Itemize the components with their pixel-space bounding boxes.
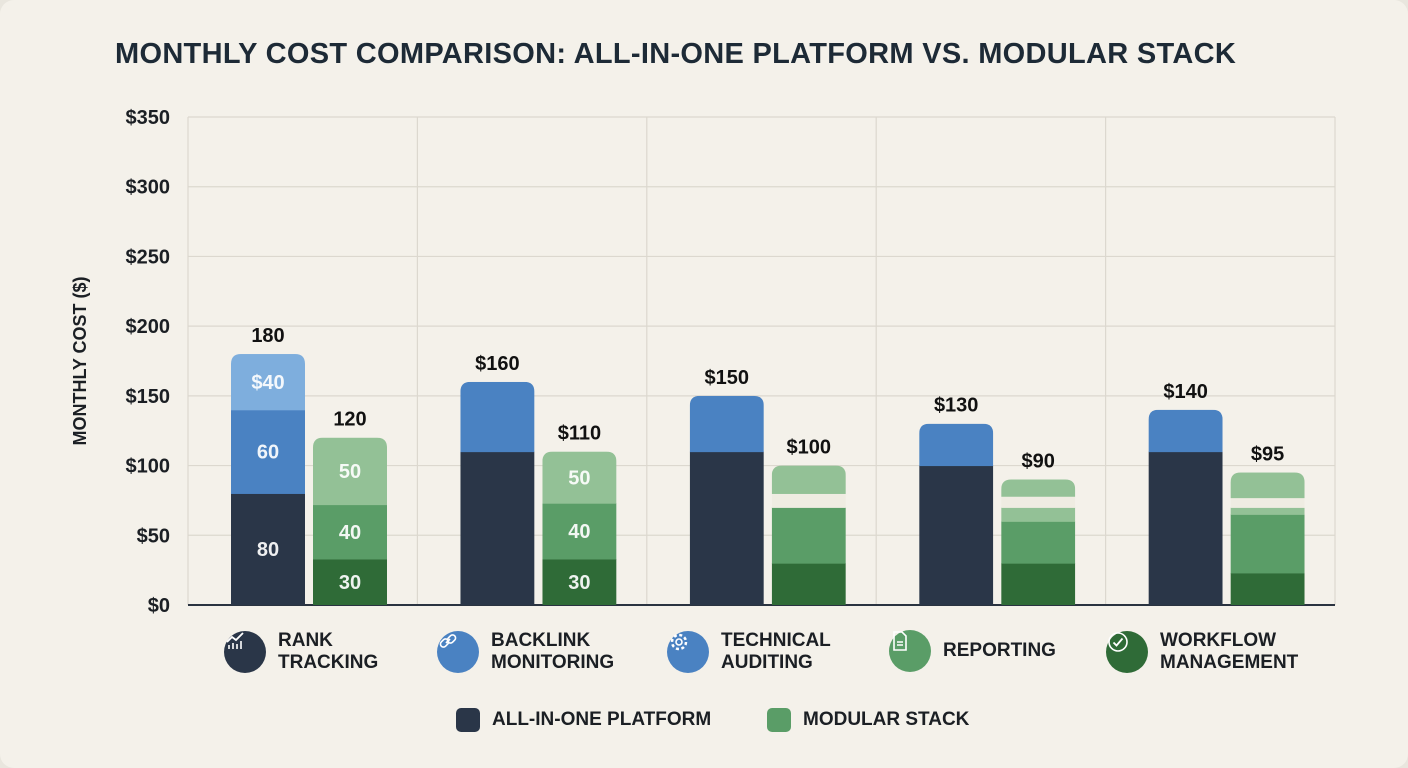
bar-segment bbox=[1001, 496, 1076, 508]
chart-title: MONTHLY COST COMPARISON: ALL-IN-ONE PLAT… bbox=[115, 38, 1237, 70]
category-label: TECHNICAL AUDITING bbox=[667, 630, 871, 674]
category-label: WORKFLOW MANAGEMENT bbox=[1106, 630, 1310, 674]
bar-total-label: $100 bbox=[787, 437, 832, 459]
y-tick-label: $0 bbox=[148, 595, 170, 617]
segment-label: 50 bbox=[568, 467, 590, 489]
bar-all-in-one bbox=[689, 395, 764, 605]
bar-segment bbox=[1230, 572, 1305, 605]
y-tick-label: $200 bbox=[126, 316, 171, 338]
bar-total-label: $130 bbox=[934, 395, 979, 417]
y-tick-label: $150 bbox=[126, 386, 171, 408]
bar-segment bbox=[313, 504, 387, 560]
bar-segment bbox=[771, 507, 846, 564]
bar-total-label: $150 bbox=[705, 367, 750, 389]
legend-label-all-in-one: ALL-IN-ONE PLATFORM bbox=[492, 709, 712, 730]
bar-segment bbox=[919, 423, 994, 467]
bar-segment bbox=[771, 465, 846, 494]
bar-segment bbox=[1148, 409, 1223, 453]
gear-icon bbox=[667, 631, 709, 673]
bar-total-label: 120 bbox=[333, 409, 366, 431]
bar-segment bbox=[919, 465, 994, 605]
bar-segment bbox=[1148, 451, 1223, 605]
bar-modular bbox=[771, 465, 846, 605]
y-tick-label: $50 bbox=[137, 525, 170, 547]
segment-label: 60 bbox=[257, 442, 279, 464]
category-label-text: WORKFLOW MANAGEMENT bbox=[1160, 630, 1299, 673]
bar-segment bbox=[542, 451, 617, 504]
legend-item-all-in-one: ALL-IN-ONE PLATFORM bbox=[456, 708, 711, 732]
bar-modular bbox=[1001, 479, 1076, 605]
bar-all-in-one bbox=[1148, 409, 1223, 605]
category-label-text: BACKLINK MONITORING bbox=[491, 630, 615, 673]
bar-total-label: $160 bbox=[475, 353, 520, 375]
bar-all-in-one bbox=[919, 423, 994, 605]
bar-segment bbox=[1001, 479, 1076, 497]
category-label: REPORTING bbox=[889, 630, 1056, 672]
bar-total-label: $90 bbox=[1022, 451, 1055, 473]
bar-segment bbox=[313, 558, 387, 605]
bar-segment bbox=[1001, 563, 1076, 605]
legend-label-modular: MODULAR STACK bbox=[803, 709, 970, 730]
bar-segment bbox=[689, 451, 764, 605]
bar-all-in-one bbox=[460, 381, 535, 605]
bar-segment bbox=[771, 493, 846, 508]
legend-item-modular: MODULAR STACK bbox=[767, 708, 969, 732]
bar-modular bbox=[542, 451, 617, 605]
bar-segment bbox=[313, 437, 387, 506]
bar-segment bbox=[771, 563, 846, 605]
segment-label: 30 bbox=[339, 572, 361, 594]
bar-segment bbox=[1001, 521, 1076, 564]
bar-segment bbox=[460, 451, 535, 605]
bar-segment bbox=[1230, 514, 1305, 574]
segment-label: 30 bbox=[568, 572, 590, 594]
bar-segment bbox=[1230, 472, 1305, 499]
link-icon bbox=[437, 631, 479, 673]
bar-segment bbox=[542, 503, 617, 560]
category-label-text: RANK TRACKING bbox=[278, 630, 379, 673]
segment-label: 80 bbox=[257, 539, 279, 561]
document-icon bbox=[889, 630, 931, 672]
bar-total-label: $95 bbox=[1251, 444, 1284, 466]
y-tick-label: $100 bbox=[126, 456, 171, 478]
y-tick-label: $350 bbox=[126, 107, 171, 129]
bar-total-label: $140 bbox=[1163, 381, 1208, 403]
bar-segment bbox=[231, 354, 305, 411]
bar-segment bbox=[1230, 507, 1305, 515]
bar-segment bbox=[542, 558, 617, 605]
y-axis-label: MONTHLY COST ($) bbox=[70, 276, 90, 445]
check-circle-icon bbox=[1106, 631, 1148, 673]
bar-total-label: 180 bbox=[251, 325, 284, 347]
category-label-text: TECHNICAL AUDITING bbox=[721, 630, 831, 673]
bar-modular bbox=[313, 437, 387, 605]
bar-segment bbox=[231, 409, 305, 494]
bar-segment bbox=[1230, 497, 1305, 508]
y-tick-label: $300 bbox=[126, 177, 171, 199]
bar-segment bbox=[689, 395, 764, 453]
segment-label: 40 bbox=[339, 522, 361, 544]
segment-label: $40 bbox=[251, 372, 284, 394]
bar-segment bbox=[1001, 507, 1076, 522]
category-label: BACKLINK MONITORING bbox=[437, 630, 641, 674]
category-label-text: REPORTING bbox=[943, 640, 1056, 661]
category-label: RANK TRACKING bbox=[224, 630, 428, 674]
legend-swatch-all-in-one bbox=[456, 708, 480, 732]
legend-swatch-modular bbox=[767, 708, 791, 732]
segment-label: 40 bbox=[568, 521, 590, 543]
bar-total-label: $110 bbox=[558, 423, 601, 445]
bar-segment bbox=[460, 381, 535, 453]
y-tick-label: $250 bbox=[126, 246, 171, 268]
bar-modular bbox=[1230, 472, 1305, 605]
chart-line-icon bbox=[224, 631, 266, 673]
bar-segment bbox=[231, 493, 305, 605]
segment-label: 50 bbox=[339, 461, 361, 483]
bar-all-in-one bbox=[231, 354, 305, 605]
